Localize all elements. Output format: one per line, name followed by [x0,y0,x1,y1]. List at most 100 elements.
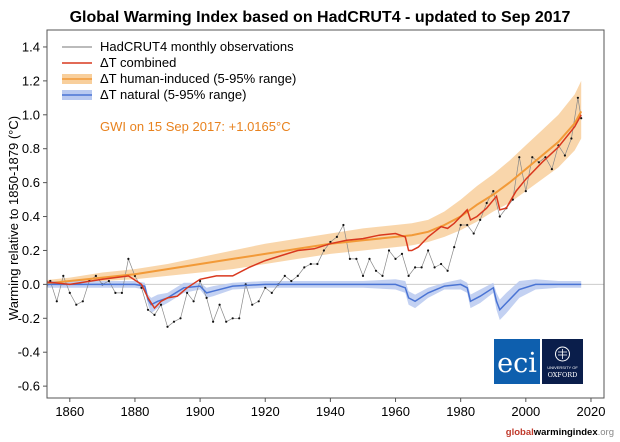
observation-point [342,223,345,227]
observation-point [498,215,501,218]
observation-point [394,257,397,260]
y-tick-label: 0.0 [22,277,40,292]
legend-item-combined: ΔT combined [62,55,176,70]
gwi-annotation: GWI on 15 Sep 2017: +1.0165°C [100,119,291,134]
legend-label-observations: HadCRUT4 monthly observations [100,39,294,54]
x-tick-label: 1940 [316,404,345,419]
observation-point [440,262,443,266]
legend-label-natural: ΔT natural (5-95% range) [100,87,246,102]
y-tick-label: 0.2 [22,243,40,258]
footer-url-part1: global [506,427,534,438]
observation-point [238,317,241,320]
observation-point [459,223,462,227]
observation-point [446,269,449,272]
plot-background [47,30,604,398]
observation-point [537,161,541,164]
observation-point [433,266,436,269]
x-tick-label: 1900 [186,404,215,419]
observation-point [251,303,254,306]
observation-point [153,313,156,316]
observation-point [466,223,469,227]
observation-point [270,291,273,294]
observation-point [186,291,189,294]
observation-point [550,168,554,171]
observation-point [335,235,338,238]
y-tick-label: -0.2 [18,311,40,326]
x-tick-label: 2000 [511,404,540,419]
y-tick-label: 0.8 [22,141,40,156]
observation-point [374,269,378,272]
observation-point [348,257,351,260]
x-tick-label: 1980 [446,404,475,419]
legend-item-human: ΔT human-induced (5-95% range) [62,71,296,86]
observation-point [453,246,456,249]
y-tick-label: 1.0 [22,107,40,122]
footer-url-part3: .org [598,427,614,438]
observation-point [114,291,117,294]
x-tick-label: 1920 [251,404,280,419]
observation-point [485,201,488,205]
lines-group [47,110,583,312]
observation-point [381,274,384,277]
y-tick-label: -0.6 [18,379,40,394]
observation-point [309,262,312,266]
y-tick-label: 0.4 [22,209,40,224]
observation-point [531,156,534,159]
plot-area [46,29,605,399]
legend-label-human: ΔT human-induced (5-95% range) [100,71,296,86]
observation-point [387,249,391,252]
y-axis: -0.6 -0.4 -0.2 0.0 0.2 0.4 0.6 0.8 1.0 1.2 1.4 [18,39,47,394]
observation-point [296,274,299,277]
observation-point [218,303,221,306]
y-axis-label: Warming relative to 1850-1879 (°C) [6,116,21,320]
legend-label-combined: ΔT combined [100,55,176,70]
x-tick-label: 2020 [577,404,606,419]
observation-point [257,300,260,303]
oxford-logo-line2: OXFORD [548,371,578,379]
observation-point [68,291,71,294]
observation-point [55,300,58,303]
x-tick-label: 1860 [55,404,84,419]
observation-point [400,252,404,255]
observation-point [420,266,423,269]
observation-point [107,279,110,283]
x-tick-label: 1960 [381,404,410,419]
y-tick-label: 1.4 [22,39,40,54]
observation-point [146,308,150,311]
footer-url-part2: warmingindex [533,427,599,438]
observation-point [472,232,475,235]
observation-point [264,286,267,289]
observation-point [75,303,78,306]
eci-logo-text: eci [497,348,537,379]
observation-point [290,279,293,283]
observation-point [62,274,65,277]
oxford-logo: UNIVERSITY OF OXFORD [542,339,583,384]
y-tick-label: 1.2 [22,73,40,88]
observation-point [361,274,365,277]
observation-point [283,274,286,277]
observation-point [49,279,52,283]
observation-point [133,274,136,277]
observation-point [231,317,234,320]
footer-url: globalwarmingindex.org [506,427,614,438]
observation-point [524,190,527,193]
y-tick-label: -0.4 [18,345,40,360]
observation-point [322,249,325,252]
observation-point [303,266,306,269]
natural-line [47,283,582,312]
legend: HadCRUT4 monthly observations ΔT combine… [62,39,296,102]
observation-point [81,300,84,303]
legend-item-natural: ΔT natural (5-95% range) [62,87,246,102]
observation-point [94,274,97,277]
x-tick-label: 1880 [120,404,149,419]
observation-point [225,320,228,323]
chart-title: Global Warming Index based on HadCRUT4 -… [70,9,571,26]
observation-point [120,291,123,294]
observation-point [329,240,332,244]
observation-point [563,154,567,157]
x-axis: 1860 1880 1900 1920 1940 1960 1980 2000 2020 [55,398,605,419]
observation-point [192,300,195,303]
plot-border [46,29,605,399]
observation-point [368,257,371,260]
